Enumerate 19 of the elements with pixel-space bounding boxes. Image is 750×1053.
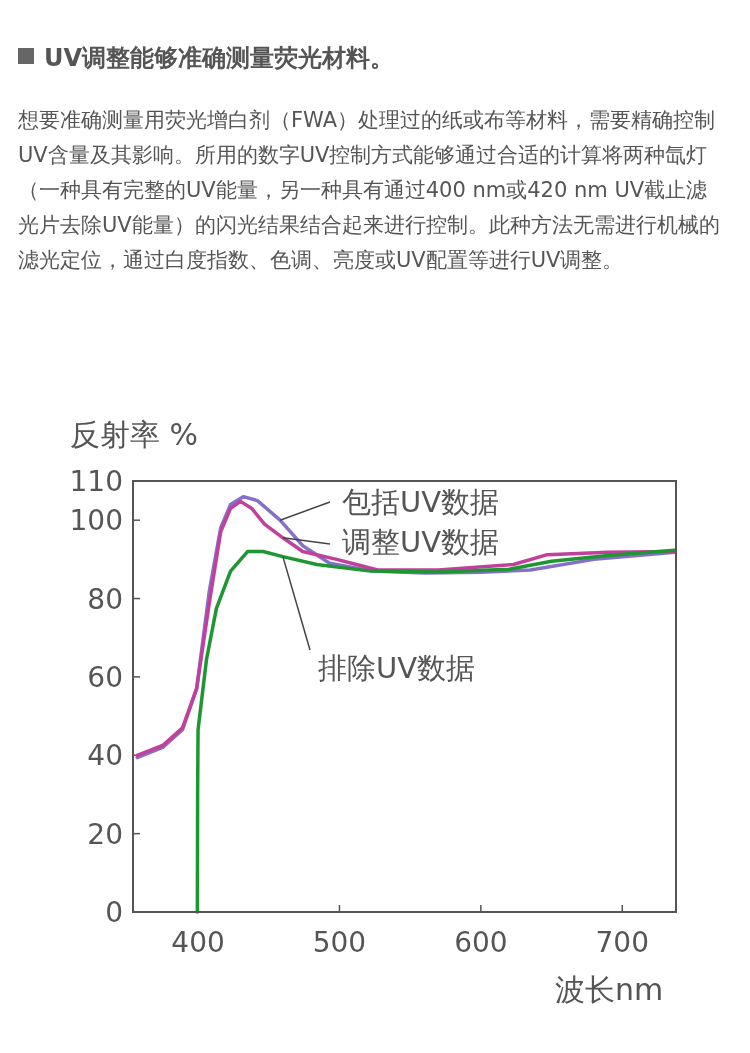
x-tick-label: 400 bbox=[171, 926, 225, 959]
y-tick-label: 80 bbox=[87, 582, 123, 616]
chart-title: UV调整能够准确测量荧光材料。 bbox=[44, 44, 395, 72]
subtitle: 想要准确测量用荧光增白剂（FWA）处理过的纸或布等材料，需要精确控制UV含量及其影响。所用的数字UV控制方式能够通过合适的计算将两种氙灯（一种具有完整的UV能量，另一种具有通过400 nm或420 nm UV截止滤光片去除UV能量）的闪光结果结合起来进行控制。此种方法无需进行机械的滤光定位，通过白度指数、色调、亮度或UV配置等进行UV调整。 bbox=[18, 107, 721, 274]
title: UV调整能够准确测量荧光材料。 bbox=[18, 42, 395, 74]
y-tick-label: 0 bbox=[105, 896, 123, 929]
y-tick-label: 100 bbox=[69, 504, 123, 538]
y-tick-label: 40 bbox=[87, 739, 123, 773]
y-tick-label: 20 bbox=[87, 817, 123, 851]
text: 排除UV数据 bbox=[318, 651, 476, 685]
series-label: 调整UV数据 bbox=[342, 525, 500, 559]
x-axis-title: 波长nm bbox=[555, 972, 664, 1007]
y-tick-label: 60 bbox=[87, 660, 123, 694]
x-tick-label: 500 bbox=[312, 926, 367, 959]
series-label: 包括UV数据 bbox=[342, 485, 500, 519]
y-axis-title: 反射率 % bbox=[70, 417, 199, 452]
x-tick-label: 600 bbox=[454, 926, 508, 959]
x-tick-label: 700 bbox=[595, 926, 649, 959]
y-tick-label: 110 bbox=[69, 465, 123, 498]
